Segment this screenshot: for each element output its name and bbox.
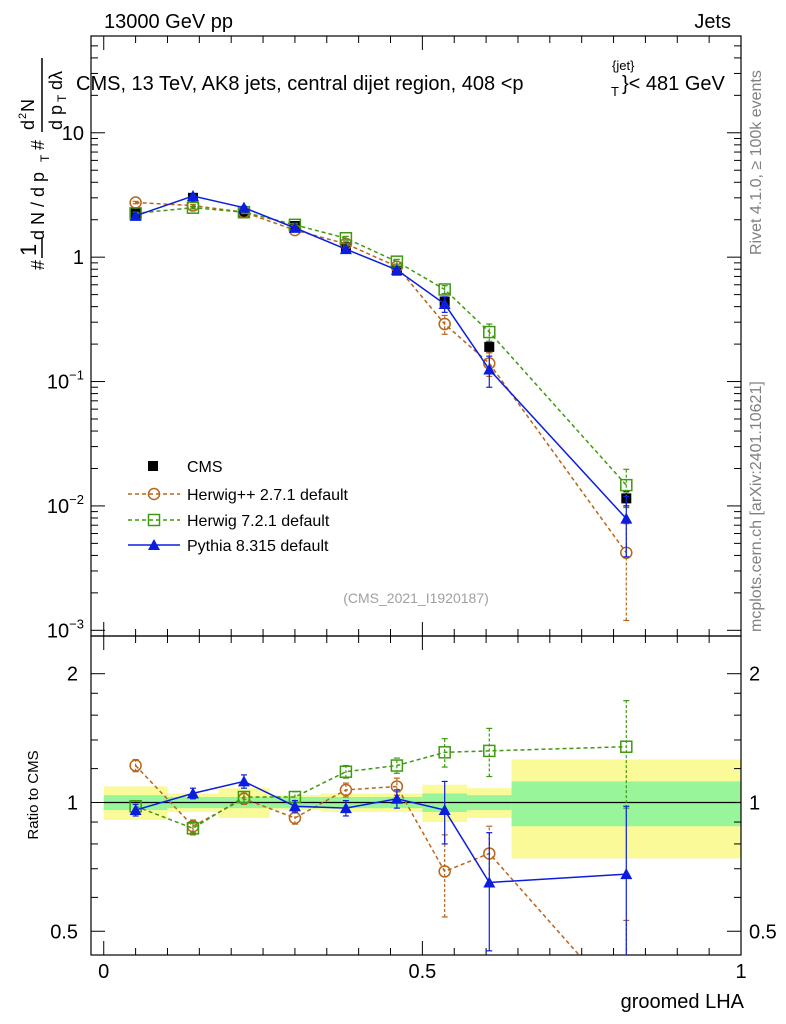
x-axis-label: groomed LHA xyxy=(621,991,745,1013)
point-pythia xyxy=(483,363,496,375)
series-herwigpp xyxy=(129,196,633,622)
svg-text:T: T xyxy=(611,84,619,99)
series-pythia xyxy=(129,190,633,558)
point-pythia xyxy=(339,243,352,255)
ratio-y-tick-label-right: 1 xyxy=(749,792,760,814)
ratio-point-herwig7 xyxy=(390,759,404,772)
ratio-point-pythia xyxy=(186,787,199,799)
x-tick-label: 1 xyxy=(735,961,746,983)
ratio-point-pythia xyxy=(620,868,633,880)
svg-text:2: 2 xyxy=(17,113,29,119)
y-tick-label: 1 xyxy=(73,247,84,269)
ratio-y-tick-label-left: 0.5 xyxy=(50,921,78,943)
analysis-id: (CMS_2021_I1920187) xyxy=(343,590,489,606)
svg-text:#: # xyxy=(28,140,48,150)
ratio-point-herwig7 xyxy=(186,822,200,835)
ratio-point-pythia xyxy=(288,800,301,812)
svg-text:d: d xyxy=(18,120,38,130)
ratio-point-pythia xyxy=(390,792,403,804)
ratio-point-herwig7 xyxy=(483,744,496,758)
svg-text:N: N xyxy=(18,99,38,112)
svg-text:T: T xyxy=(55,94,69,102)
svg-text:d N / d p: d N / d p xyxy=(28,172,48,240)
point-herwig7 xyxy=(186,201,200,214)
point-pythia xyxy=(620,512,633,524)
point-herwig7 xyxy=(438,283,451,296)
ratio-point-herwig7 xyxy=(620,740,633,753)
ratio-y-tick-label-right: 2 xyxy=(749,664,760,686)
ratio-series-group xyxy=(129,700,633,955)
ratio-point-pythia xyxy=(438,804,451,816)
header-left: 13000 GeV pp xyxy=(104,11,233,33)
ratio-point-herwig7 xyxy=(237,790,251,804)
legend-entry-herwig7: Herwig 7.2.1 default xyxy=(128,513,330,530)
x-tick-label: 0.5 xyxy=(408,961,436,983)
svg-text:}< 481 GeV: }< 481 GeV xyxy=(622,73,726,95)
svg-text:Herwig 7.2.1 default: Herwig 7.2.1 default xyxy=(187,513,330,530)
ratio-point-pythia xyxy=(129,804,142,816)
point-herwig7 xyxy=(483,325,496,339)
ratio-point-pythia xyxy=(483,876,496,888)
main-panel: 10−3 10−2 10−1 1 10 xyxy=(47,35,742,955)
point-pythia xyxy=(237,201,250,213)
side-label-mcplots: mcplots.cern.ch [arXiv:2401.10621] xyxy=(748,381,765,632)
point-pythia xyxy=(390,263,403,275)
point-pythia xyxy=(129,209,142,221)
ratio-panel: 0 0.5 10.5 0.51 12 2 xyxy=(50,635,777,983)
y-axis-label-ratio: Ratio to CMS xyxy=(25,750,42,839)
ratio-point-herwig7 xyxy=(438,746,451,759)
series-line-herwig7 xyxy=(135,206,627,486)
y-axis-label-main: # 1 d N / d p T # d 2 N d p T dλ xyxy=(16,58,69,270)
svg-text:T: T xyxy=(38,154,52,162)
svg-text:Herwig++ 2.7.1 default: Herwig++ 2.7.1 default xyxy=(187,487,349,504)
ratio-series-pythia xyxy=(129,774,633,955)
y-tick-label: 10−1 xyxy=(47,368,84,394)
ratio-y-tick-label-left: 2 xyxy=(67,664,78,686)
series-line-herwigpp xyxy=(135,201,627,554)
y-tick-label: 10−2 xyxy=(47,492,84,518)
ratio-point-pythia xyxy=(339,802,352,814)
svg-text:1: 1 xyxy=(16,244,41,256)
legend: CMS Herwig++ 2.7.1 default Herwig 7.2.1 … xyxy=(128,459,349,555)
legend-entry-cms: CMS xyxy=(148,459,223,476)
point-herwig7 xyxy=(620,478,633,492)
plot-title: CMS, 13 TeV, AK8 jets, central dijet reg… xyxy=(76,58,726,99)
svg-text:d p: d p xyxy=(46,105,66,130)
x-tick-label: 0 xyxy=(98,961,109,983)
svg-text:dλ: dλ xyxy=(46,71,66,90)
point-pythia xyxy=(438,298,451,310)
point-herwigpp xyxy=(438,317,451,331)
ratio-point-herwig7 xyxy=(339,765,353,778)
y-tick-label: 10 xyxy=(62,123,84,145)
svg-text:Pythia 8.315 default: Pythia 8.315 default xyxy=(187,538,329,555)
legend-entry-herwigpp: Herwig++ 2.7.1 default xyxy=(128,487,349,504)
header-right: Jets xyxy=(694,11,731,33)
y-tick-label: 10−3 xyxy=(47,616,84,642)
ratio-point-herwigpp xyxy=(438,865,451,878)
ratio-point-herwigpp xyxy=(339,783,353,797)
svg-text:#: # xyxy=(28,260,48,270)
point-pythia xyxy=(186,190,199,202)
legend-entry-pythia: Pythia 8.315 default xyxy=(128,538,329,555)
point-cms xyxy=(484,341,495,352)
ratio-line-herwig7 xyxy=(135,745,627,830)
side-label-rivet: Rivet 4.1.0, ≥ 100k events xyxy=(748,70,765,255)
ratio-point-herwigpp xyxy=(129,759,142,772)
ratio-y-tick-label-left: 1 xyxy=(67,792,78,814)
svg-text:CMS: CMS xyxy=(187,459,223,476)
point-pythia xyxy=(288,221,301,233)
svg-text:CMS, 13 TeV, AK8 jets, central: CMS, 13 TeV, AK8 jets, central dijet reg… xyxy=(76,73,524,95)
ratio-point-pythia xyxy=(237,775,250,787)
ratio-frame xyxy=(90,635,742,956)
ratio-y-tick-label-right: 0.5 xyxy=(749,921,777,943)
svg-text:{jet}: {jet} xyxy=(612,58,635,73)
